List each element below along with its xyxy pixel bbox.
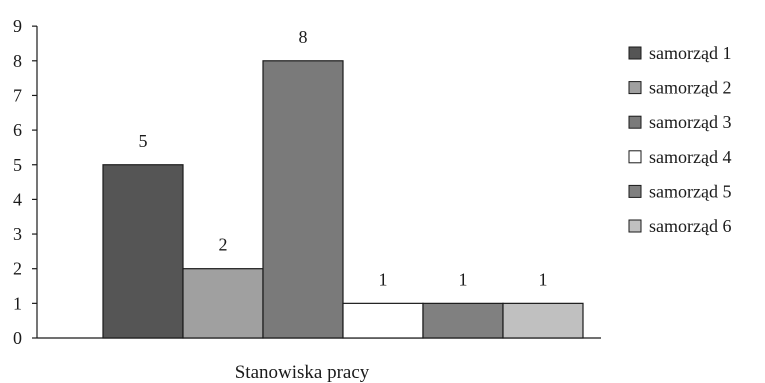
- legend-item: samorząd 5: [628, 181, 731, 201]
- x-axis-title: Stanowiska pracy: [235, 362, 370, 383]
- data-labels: 5 2 8 1 1 1: [139, 27, 548, 290]
- y-tick-label: 1: [13, 293, 22, 313]
- y-tick-label: 4: [13, 189, 22, 209]
- data-label: 1: [459, 269, 468, 289]
- data-label: 1: [379, 269, 388, 289]
- y-tick-label: 9: [13, 16, 22, 36]
- y-tick-label: 5: [13, 155, 22, 175]
- bar: [422, 302, 504, 339]
- legend-item: samorząd 6: [628, 216, 731, 236]
- data-label: 8: [299, 27, 308, 47]
- legend-swatch: [628, 81, 642, 95]
- y-tick-label: 7: [13, 85, 22, 105]
- legend-label: samorząd 6: [649, 216, 731, 236]
- bar: [182, 268, 264, 339]
- legend-swatch: [628, 219, 642, 233]
- bars: [102, 60, 584, 339]
- legend-item: samorząd 1: [628, 43, 731, 63]
- legend-swatch: [628, 46, 642, 60]
- legend-item: samorząd 3: [628, 112, 731, 132]
- data-label: 2: [219, 235, 228, 255]
- legend-label: samorząd 3: [649, 112, 731, 132]
- legend-label: samorząd 5: [649, 181, 731, 201]
- legend-swatch: [628, 184, 642, 198]
- bar: [502, 302, 584, 339]
- bar: [102, 164, 184, 339]
- legend-swatch: [628, 115, 642, 129]
- legend-swatch: [628, 150, 642, 164]
- data-label: 1: [539, 269, 548, 289]
- y-tick-label: 2: [13, 259, 22, 279]
- y-tick-label: 0: [13, 328, 22, 348]
- y-tick-label: 3: [13, 224, 22, 244]
- legend-label: samorząd 1: [649, 43, 731, 63]
- legend-item: samorząd 2: [628, 78, 731, 98]
- data-label: 5: [139, 131, 148, 151]
- bar: [342, 302, 424, 339]
- legend: samorząd 1 samorząd 2 samorząd 3 samorząd 4…: [628, 43, 731, 236]
- bar: [262, 60, 344, 339]
- y-tick-label: 8: [13, 51, 22, 71]
- legend-label: samorząd 2: [649, 78, 731, 98]
- legend-item: samorząd 4: [628, 147, 731, 167]
- legend-label: samorząd 4: [649, 147, 731, 167]
- y-tick-label: 6: [13, 120, 22, 140]
